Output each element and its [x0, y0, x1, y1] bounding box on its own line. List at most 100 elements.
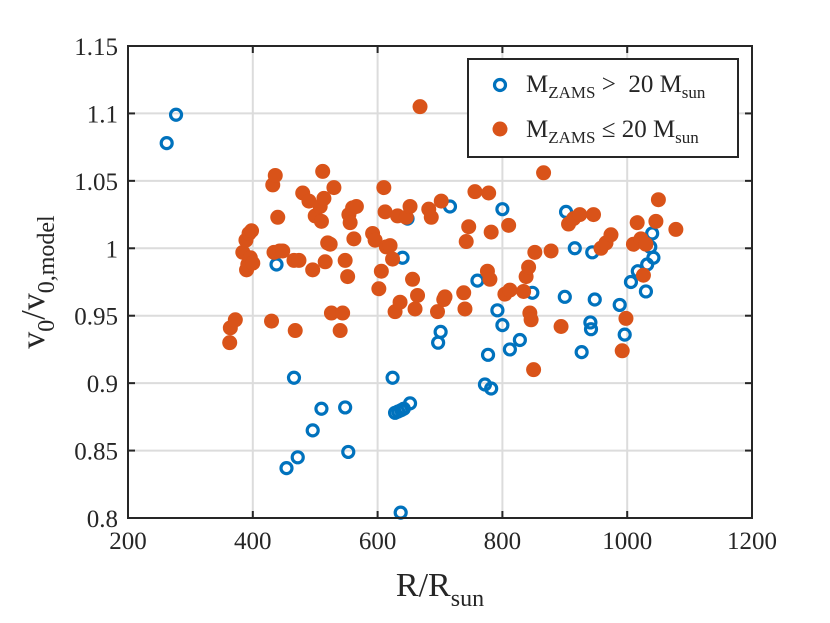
data-point-low-mass	[376, 180, 392, 196]
data-point-low-mass	[342, 215, 358, 231]
data-point-high-mass	[557, 289, 572, 304]
legend-low-rel: ≤ 20 M	[595, 116, 675, 143]
y-tick-label: 1.15	[74, 34, 118, 61]
data-point-low-mass	[373, 263, 389, 279]
data-point-low-mass	[458, 234, 474, 250]
x-tick-label: 800	[484, 528, 522, 555]
data-point-low-mass	[516, 283, 532, 299]
data-point-low-mass	[543, 243, 559, 259]
data-point-high-mass	[495, 202, 510, 217]
legend-box	[467, 58, 739, 158]
legend-high-msub: ZAMS	[548, 83, 595, 102]
data-point-high-mass	[314, 401, 329, 416]
data-point-low-mass	[301, 193, 317, 209]
data-point-low-mass	[227, 312, 243, 328]
data-point-low-mass	[348, 198, 364, 214]
data-point-low-mass	[267, 167, 283, 183]
data-point-low-mass	[291, 252, 307, 268]
data-point-low-mass	[245, 255, 261, 271]
data-point-low-mass	[481, 185, 497, 201]
data-point-low-mass	[648, 213, 664, 229]
data-point-low-mass	[461, 219, 477, 235]
x-tick-label: 600	[359, 528, 397, 555]
data-point-low-mass	[456, 285, 472, 301]
data-point-high-mass	[612, 297, 627, 313]
data-point-low-mass	[332, 323, 348, 339]
data-point-low-mass	[536, 165, 552, 181]
data-point-high-mass	[490, 303, 505, 318]
data-point-low-mass	[410, 287, 426, 303]
data-points	[159, 99, 684, 520]
y-tick-label: 0.8	[87, 506, 118, 533]
y-tick-label: 1.05	[74, 169, 118, 196]
x-tick-label: 1200	[727, 528, 777, 555]
legend-label-low-mass: MZAMS ≤ 20 Msun	[526, 116, 699, 147]
legend-high-m: M	[526, 71, 548, 98]
y-tick-label: 1.1	[87, 101, 118, 128]
data-point-low-mass	[317, 254, 333, 270]
data-point-low-mass	[635, 267, 651, 283]
data-point-high-mass	[502, 342, 517, 357]
data-point-low-mass	[337, 252, 353, 268]
data-point-low-mass	[377, 204, 393, 220]
data-point-low-mass	[382, 238, 398, 254]
plot-frame	[127, 45, 753, 519]
data-point-high-mass	[583, 315, 598, 330]
data-point-low-mass	[650, 192, 666, 208]
data-point-high-mass	[385, 370, 400, 385]
data-point-low-mass	[527, 244, 543, 260]
legend-marker-orange	[492, 121, 508, 137]
y-tick-label: 0.95	[74, 304, 118, 331]
data-point-low-mass	[367, 232, 383, 248]
data-point-low-mass	[614, 343, 630, 359]
data-point-low-mass	[618, 310, 634, 326]
legend-low-sub: sun	[675, 128, 699, 147]
data-point-high-mass	[638, 284, 654, 299]
data-point-high-mass	[159, 135, 174, 151]
data-point-low-mass	[402, 198, 418, 214]
data-point-low-mass	[392, 294, 408, 310]
data-point-high-mass	[402, 396, 418, 411]
y-axis-label-v-model: /v	[15, 293, 52, 319]
y-tick-label: 0.9	[87, 371, 118, 398]
x-axis-label-sub: sun	[451, 586, 484, 612]
data-point-low-mass	[244, 223, 260, 239]
data-point-high-mass	[495, 318, 510, 333]
data-point-low-mass	[275, 243, 291, 259]
data-point-low-mass	[668, 221, 684, 237]
data-point-high-mass	[290, 450, 305, 465]
data-point-high-mass	[341, 444, 356, 460]
data-point-low-mass	[407, 301, 423, 317]
data-point-low-mass	[385, 251, 401, 267]
data-point-high-mass	[567, 241, 582, 256]
legend-low-m: M	[526, 116, 548, 143]
data-point-high-mass	[168, 107, 184, 122]
data-point-low-mass	[483, 224, 499, 240]
data-point-low-mass	[412, 99, 428, 115]
y-axis-label-sub-model: 0,model	[34, 215, 60, 293]
data-point-low-mass	[222, 335, 238, 351]
x-tick-label: 400	[234, 528, 272, 555]
data-point-high-mass	[583, 322, 599, 337]
legend-high-sub: sun	[682, 83, 706, 102]
data-point-low-mass	[482, 271, 498, 287]
x-tick-label: 1000	[602, 528, 652, 555]
legend-label-high-mass: MZAMS > 20 Msun	[526, 71, 706, 102]
data-point-high-mass	[433, 324, 448, 339]
data-point-high-mass	[279, 461, 294, 476]
data-point-low-mass	[335, 305, 351, 321]
data-point-low-mass	[521, 259, 537, 275]
y-axis-label: v0/v0,model	[15, 215, 60, 349]
data-point-low-mass	[457, 301, 473, 317]
data-point-low-mass	[586, 207, 602, 223]
data-point-low-mass	[638, 236, 654, 252]
data-point-high-mass	[645, 226, 660, 241]
data-point-high-mass	[646, 250, 661, 265]
data-point-low-mass	[405, 271, 421, 287]
y-axis-label-v: v	[15, 332, 52, 349]
legend-marker-blue	[492, 77, 508, 93]
data-point-low-mass	[501, 217, 517, 233]
data-point-low-mass	[313, 213, 329, 229]
data-point-high-mass	[512, 332, 527, 348]
